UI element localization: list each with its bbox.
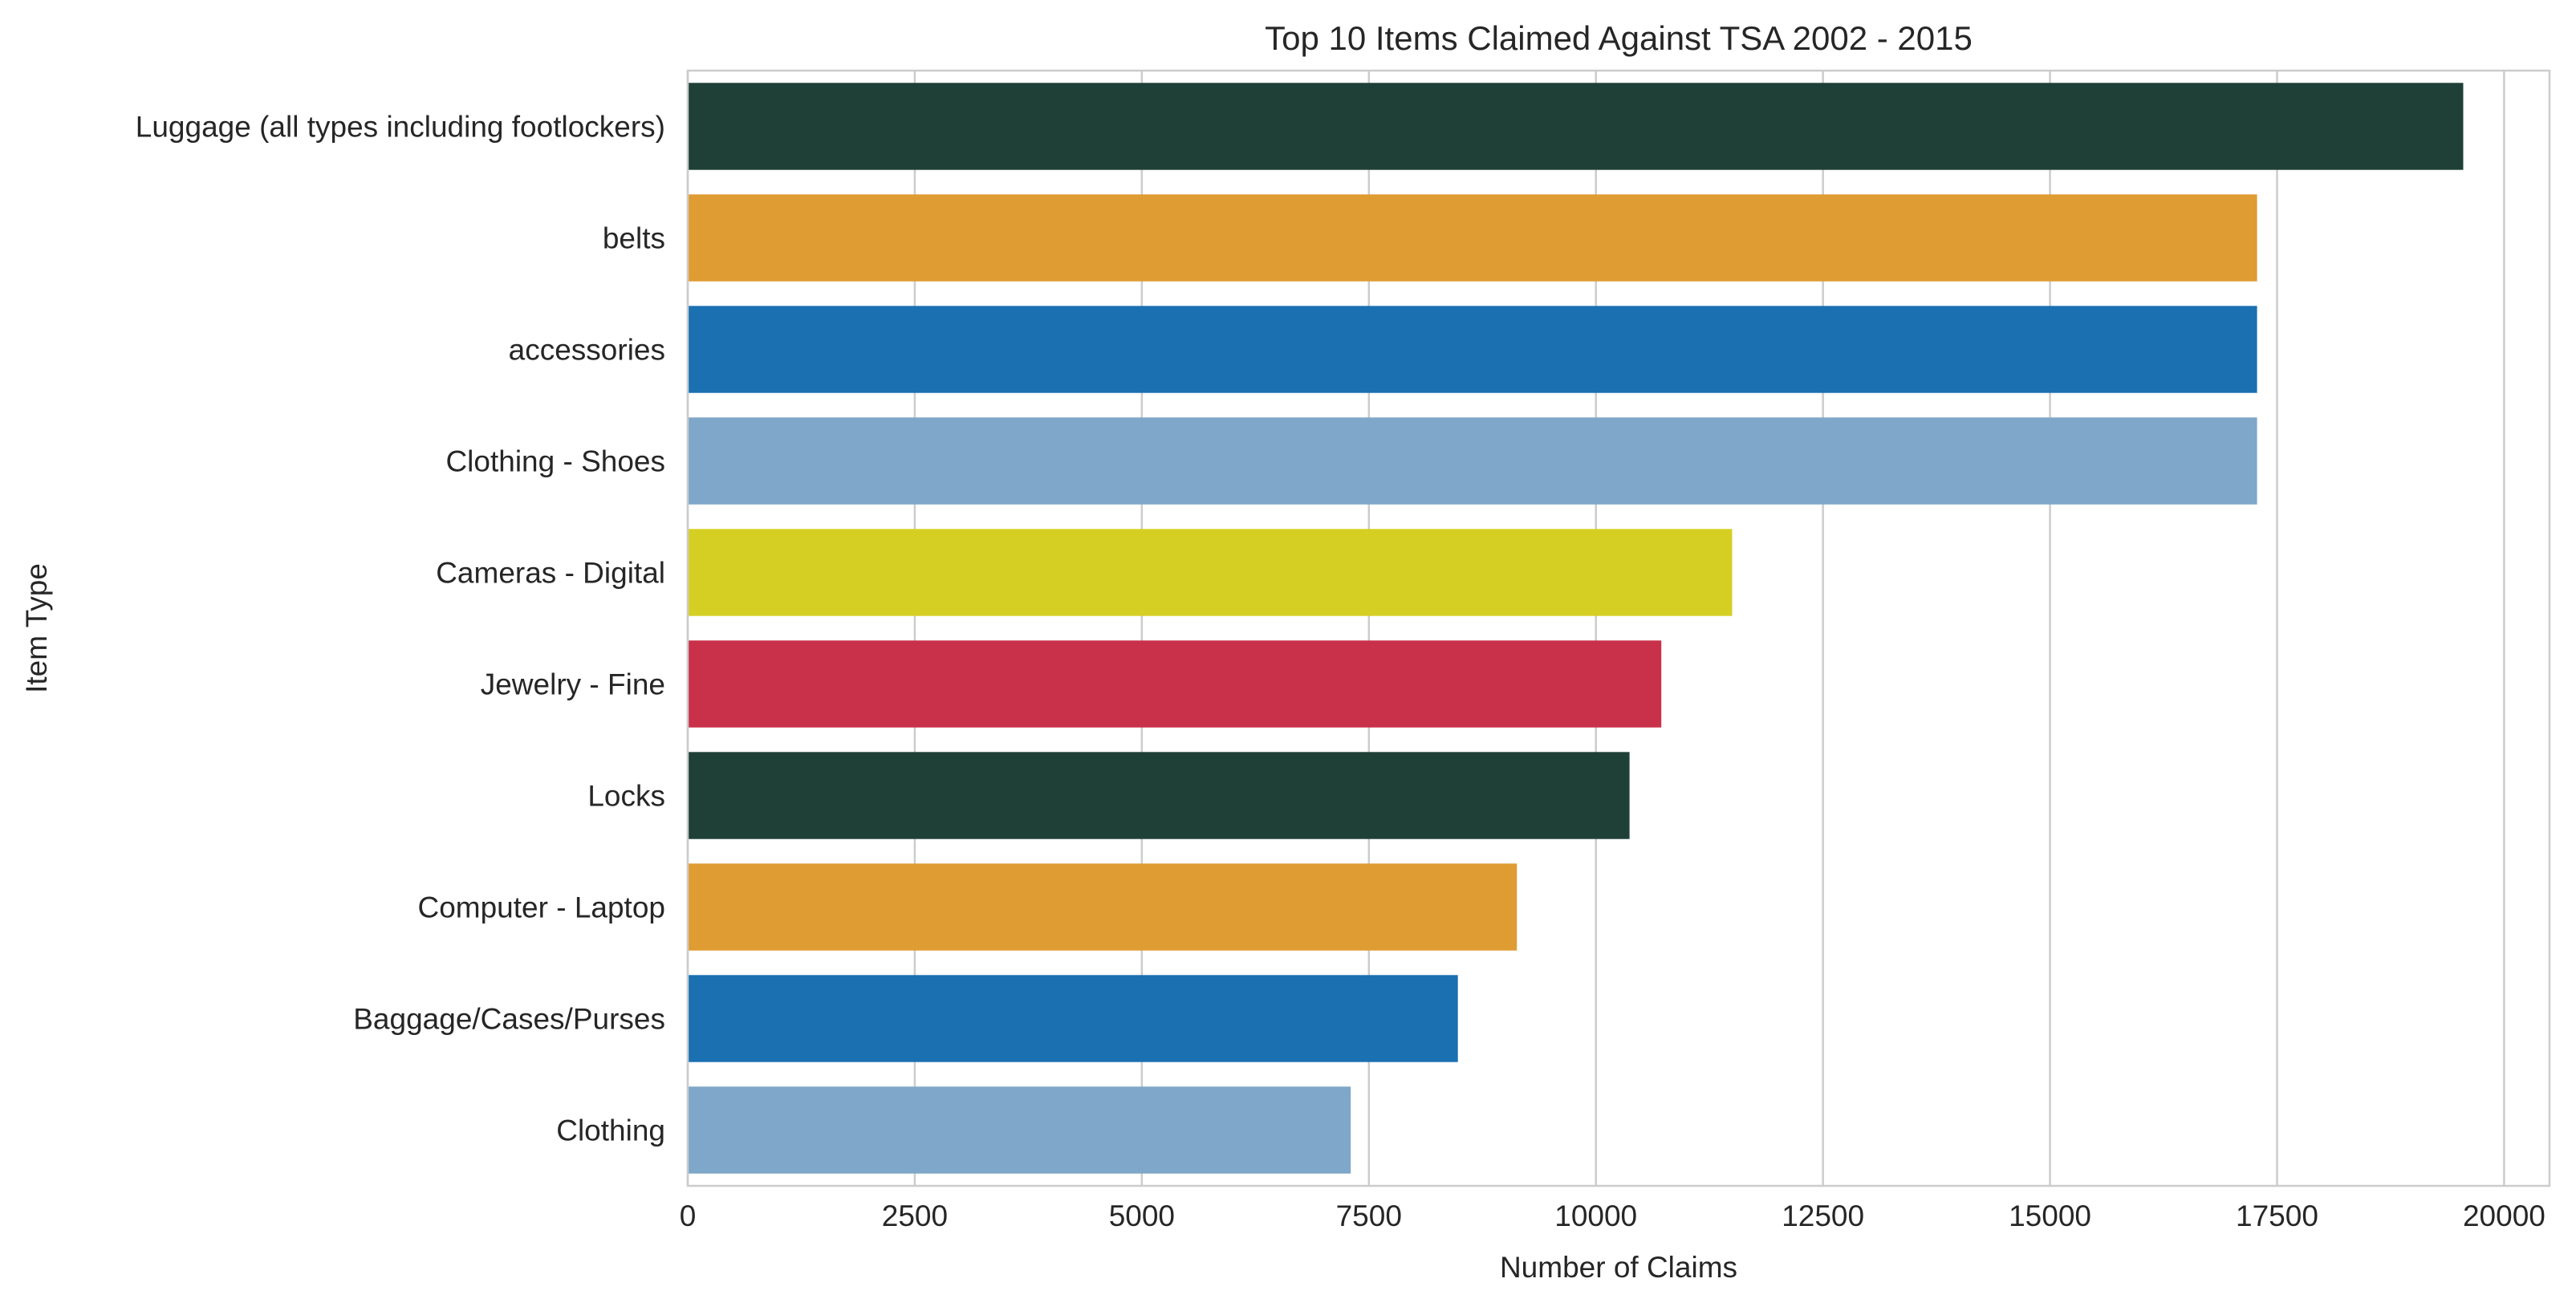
bar [688,640,1662,728]
plot-frame [686,69,2551,1187]
y-tick-label: accessories [509,334,665,367]
x-tick-label: 2500 [882,1199,948,1232]
y-tick-labels: Luggage (all types including footlockers… [136,111,665,1147]
x-tick-label: 15000 [2009,1199,2091,1232]
y-tick-label: belts [603,222,665,255]
bar [688,194,2257,282]
x-tick-label: 5000 [1109,1199,1175,1232]
bar [688,1086,1351,1174]
bar [688,529,1733,616]
y-tick-label: Luggage (all types including footlockers… [136,111,665,144]
y-tick-label: Jewelry - Fine [481,668,665,701]
x-tick-label: 0 [680,1199,697,1232]
bars [688,83,2464,1174]
x-axis-label: Number of Claims [1500,1251,1737,1284]
chart-title: Top 10 Items Claimed Against TSA 2002 - … [1265,19,1973,57]
y-axis-label: Item Type [20,563,53,693]
x-tick-labels: 0 2500 5000 7500 10000 12500 15000 17500 20000 [680,1199,2546,1232]
x-tick-label: 7500 [1336,1199,1402,1232]
y-tick-label: Locks [587,780,665,813]
x-tick-label: 10000 [1554,1199,1637,1232]
y-tick-label: Baggage/Cases/Purses [353,1003,665,1036]
bar [688,863,1518,951]
x-tick-label: 12500 [1782,1199,1864,1232]
y-tick-label: Cameras - Digital [436,557,665,590]
y-tick-label: Computer - Laptop [417,891,665,924]
x-tick-label: 20000 [2463,1199,2546,1232]
bar [688,752,1630,839]
y-tick-label: Clothing [556,1114,665,1147]
bar [688,83,2464,170]
bar [688,417,2257,505]
x-tick-label: 17500 [2236,1199,2318,1232]
bar [688,975,1458,1062]
bar [688,306,2257,393]
y-tick-label: Clothing - Shoes [445,445,665,478]
